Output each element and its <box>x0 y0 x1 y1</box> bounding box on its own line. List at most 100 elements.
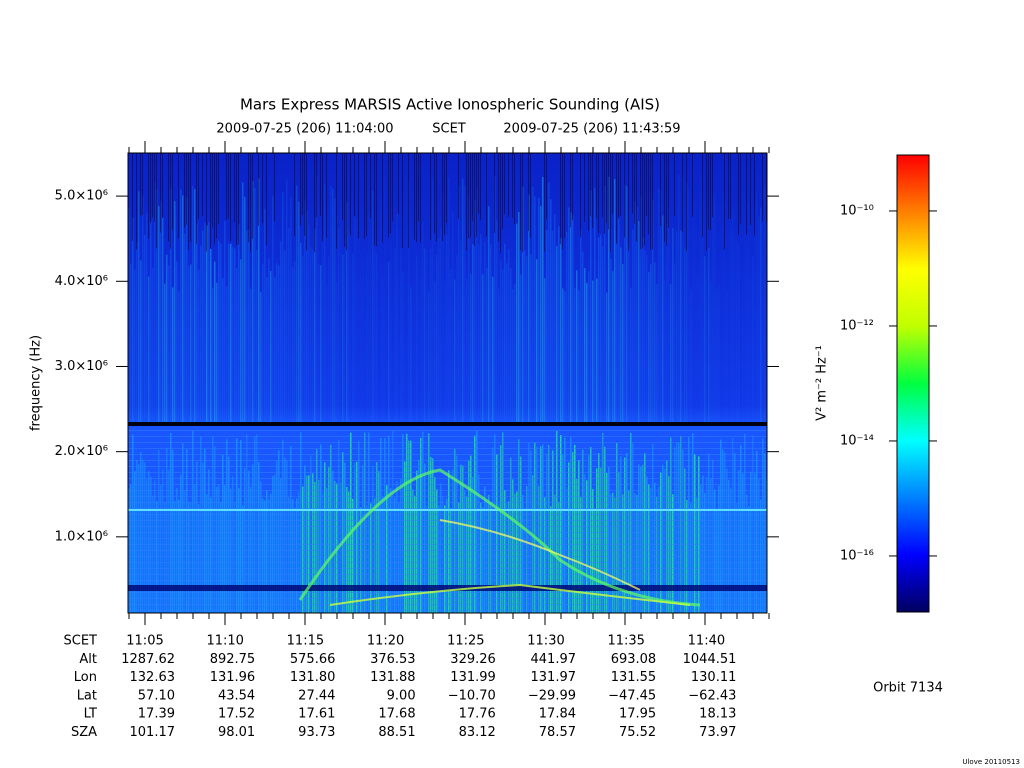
spectrogram-stripe <box>580 497 582 613</box>
spectrogram-stripe <box>496 220 498 424</box>
spectrogram-stripe <box>744 223 746 424</box>
time-tick-label: 11:20 <box>367 634 404 649</box>
spectrogram-stripe <box>320 444 322 613</box>
spectrogram-stripe <box>292 267 294 424</box>
spectrogram-stripe <box>224 220 226 424</box>
spectrogram-stripe <box>210 248 212 424</box>
spectrogram-stripe <box>666 223 668 424</box>
time-tick-label: 11:40 <box>688 634 725 649</box>
spectrogram-stripe <box>574 444 576 613</box>
colorbar-tick-label: 10⁻¹⁶ <box>840 548 874 563</box>
spectrogram-stripe <box>278 450 280 613</box>
spectrogram-stripe <box>452 469 454 613</box>
spectrogram-stripe <box>260 481 262 613</box>
spectrogram-stripe <box>544 278 546 424</box>
spectrogram-stripe <box>634 202 636 424</box>
spectrogram-stripe <box>450 269 452 424</box>
spectrogram-stripe <box>288 497 290 613</box>
spectrogram-stripe <box>178 153 179 239</box>
spectrogram-stripe <box>218 240 220 424</box>
spectrogram-stripe <box>684 468 686 613</box>
spectrogram-stripe <box>682 449 684 613</box>
spectrogram-stripe <box>484 241 486 424</box>
spectrogram-stripe <box>264 208 266 424</box>
spectrogram-stripe <box>414 224 416 424</box>
ephemeris-cell: 17.95 <box>619 707 656 722</box>
ephemeris-cell: 329.26 <box>450 652 496 667</box>
spectrogram-stripe <box>586 282 588 424</box>
spectrogram-stripe <box>164 502 166 613</box>
spectrogram-stripe <box>570 437 572 613</box>
spectrogram-stripe <box>138 191 140 424</box>
ephemeris-cell: 93.73 <box>298 725 335 740</box>
spectrogram-stripe <box>662 215 664 424</box>
spectrogram-stripe <box>406 433 408 613</box>
spectrogram-stripe <box>430 248 432 424</box>
spectrogram-stripe <box>602 246 604 424</box>
spectrogram-stripe <box>750 471 752 613</box>
spectrogram-stripe <box>610 494 612 613</box>
spectrogram-stripe <box>370 153 371 219</box>
spectrogram-stripe <box>258 178 260 424</box>
spectrogram-stripe <box>284 250 286 424</box>
ephemeris-cell: 43.54 <box>218 688 255 703</box>
spectrogram-stripe <box>274 276 276 424</box>
spectrogram-stripe <box>644 153 645 246</box>
spectrogram-stripe <box>548 444 550 613</box>
spectrogram-stripe <box>506 263 508 424</box>
ephemeris-cell: 88.51 <box>378 725 415 740</box>
spectrogram-stripe <box>544 153 545 252</box>
spectrogram-stripe <box>270 493 272 613</box>
spectrogram-stripe <box>742 473 744 613</box>
spectrogram-stripe <box>688 436 690 613</box>
orbit-label: Orbit 7134 <box>873 681 943 696</box>
spectrogram-stripe <box>444 153 445 235</box>
spectrogram-stripe <box>482 507 484 613</box>
spectrogram-stripe <box>546 229 548 424</box>
ephemeris-cell: 17.61 <box>298 707 335 722</box>
spectrogram-stripe <box>362 257 364 424</box>
spectrogram-stripe <box>428 291 430 424</box>
spectrogram-stripe <box>734 453 736 613</box>
spectrogram-stripe <box>426 250 428 424</box>
spectrogram-stripe <box>628 245 630 424</box>
spectrogram-stripe <box>524 250 526 424</box>
spectrogram-stripe <box>626 453 628 613</box>
spectrogram-stripe <box>190 153 191 242</box>
spectrogram-stripe <box>594 508 596 613</box>
spectrogram-stripe <box>352 498 354 613</box>
spectrogram-stripe <box>356 219 358 424</box>
spectrogram-stripe <box>184 153 185 228</box>
spectrogram-stripe <box>218 153 219 224</box>
ephemeris-cell: 98.01 <box>218 725 255 740</box>
spectrogram-stripe <box>420 153 421 243</box>
spectrogram-stripe <box>658 188 660 424</box>
spectrogram-stripe <box>348 491 350 613</box>
spectrogram-band <box>128 568 767 569</box>
spectrogram-stripe <box>658 486 660 613</box>
spectrogram-stripe <box>332 188 334 424</box>
spectrogram-stripe <box>222 454 224 613</box>
spectrogram-stripe <box>280 478 282 613</box>
spectrogram-stripe <box>590 190 592 424</box>
spectrogram-stripe <box>666 460 668 613</box>
spectrogram-stripe <box>510 457 512 613</box>
spectrogram-stripe <box>476 188 478 424</box>
spectrogram-stripe <box>252 153 253 239</box>
spectrogram-stripe <box>620 153 621 217</box>
spectrogram-stripe <box>654 262 656 424</box>
spectrogram-stripe <box>250 486 252 613</box>
spectrogram-stripe <box>158 449 160 613</box>
spectrogram-stripe <box>436 254 438 424</box>
spectrogram-stripe <box>340 199 342 424</box>
spectrogram-stripe <box>326 153 327 238</box>
spectrogram-stripe <box>462 178 464 424</box>
spectrogram-stripe <box>370 235 372 424</box>
spectrogram-stripe <box>572 215 574 424</box>
spectrogram-stripe <box>708 153 709 230</box>
time-tick-label: 11:30 <box>527 634 564 649</box>
spectrogram-stripe <box>722 449 724 613</box>
spectrogram-stripe <box>434 153 435 234</box>
spectrogram-stripe <box>718 485 720 613</box>
spectrogram-stripe <box>464 491 466 613</box>
